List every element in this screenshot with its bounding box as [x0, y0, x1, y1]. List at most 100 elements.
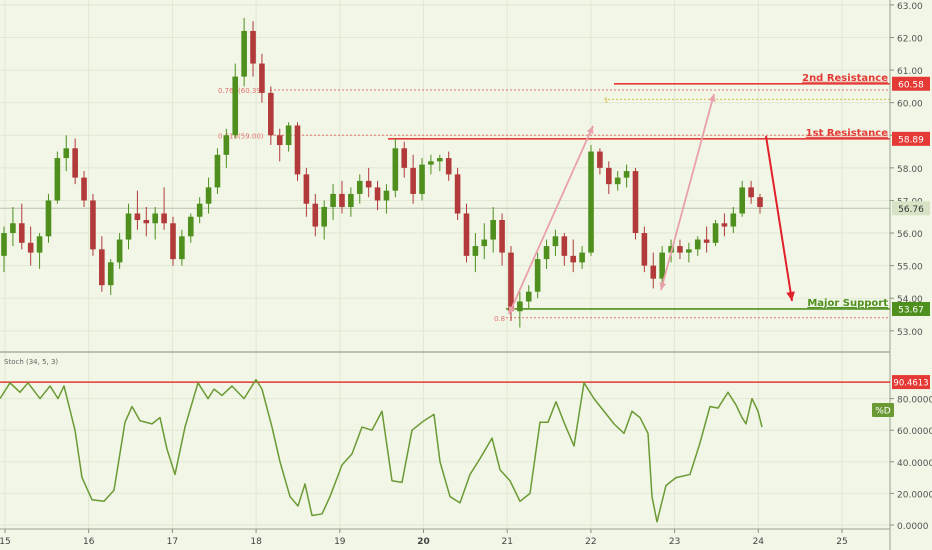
stoch-d-tag: %D	[872, 403, 894, 417]
candle-down	[277, 135, 283, 145]
price-tick-label: 61.00	[897, 67, 923, 77]
candle-up	[615, 178, 621, 185]
price-tick-label: 55.00	[897, 263, 923, 273]
stoch-tick-label: 80.0000	[897, 396, 932, 406]
candle-down	[170, 223, 176, 259]
candle-down	[748, 187, 754, 197]
candle-down	[90, 200, 96, 249]
candle-down	[677, 246, 683, 253]
candle-up	[348, 194, 354, 207]
time-tick-label: 19	[334, 537, 346, 547]
candle-up	[330, 194, 336, 207]
time-tick-label: 25	[836, 537, 847, 547]
candle-up	[428, 161, 434, 164]
candle-down	[161, 213, 167, 223]
candle-up	[224, 135, 230, 155]
candle-up	[695, 240, 701, 250]
stoch-d-tag-text: %D	[875, 407, 891, 417]
candle-up	[535, 259, 541, 292]
candle-down	[28, 243, 34, 253]
stoch-tick-label: 0.0000	[897, 522, 929, 532]
price-badge-text: 56.76	[898, 205, 924, 215]
candle-up	[526, 292, 532, 302]
candle-down	[464, 213, 470, 255]
candle-down	[508, 253, 514, 312]
candle-up	[357, 181, 363, 194]
candle-up	[197, 204, 203, 217]
candle-up	[713, 223, 719, 243]
stoch-indicator-label: Stoch (34, 5, 3)	[4, 358, 58, 366]
candle-up	[588, 152, 594, 253]
candle-up	[152, 213, 158, 223]
stoch-level-badge-text: 90.4613	[893, 379, 928, 389]
price-tick-label: 62.00	[897, 34, 923, 44]
candle-down	[401, 148, 407, 168]
candle-up	[419, 165, 425, 194]
candle-down	[642, 233, 648, 266]
level-label: 1st Resistance	[806, 128, 889, 139]
candle-down	[295, 125, 301, 174]
candle-down	[455, 174, 461, 213]
candle-up	[686, 249, 692, 252]
candle-up	[241, 31, 247, 77]
stoch-tick-label: 60.0000	[897, 427, 932, 437]
candle-down	[722, 223, 728, 226]
candle-up	[624, 171, 630, 178]
candle-up	[739, 187, 745, 213]
price-tick-label: 63.00	[897, 2, 923, 12]
candle-up	[517, 301, 523, 311]
candle-down	[757, 197, 763, 207]
candle-down	[704, 240, 710, 243]
candle-down	[375, 187, 381, 200]
candle-down	[410, 168, 416, 194]
candle-down	[339, 194, 345, 207]
candle-down	[606, 168, 612, 184]
candle-down	[72, 148, 78, 177]
candle-up	[179, 236, 185, 259]
fib-label: 1	[604, 96, 608, 104]
candle-down	[99, 249, 105, 285]
stoch-tick-label: 40.0000	[897, 459, 932, 469]
candle-up	[384, 191, 390, 201]
candle-up	[108, 262, 114, 285]
candle-up	[437, 158, 443, 161]
candle-up	[37, 236, 43, 252]
level-label: Major Support	[807, 298, 888, 309]
candle-up	[126, 213, 132, 239]
candle-up	[46, 200, 52, 236]
candle-down	[268, 93, 274, 135]
time-tick-label: 22	[585, 537, 596, 547]
candle-down	[312, 204, 318, 227]
candle-up	[206, 187, 212, 203]
time-tick-label: 23	[669, 537, 680, 547]
candle-down	[650, 266, 656, 279]
candle-up	[490, 220, 496, 240]
candle-down	[259, 64, 265, 93]
candle-up	[481, 240, 487, 247]
price-tick-label: 56.00	[897, 230, 923, 240]
candle-down	[633, 171, 639, 233]
candle-up	[232, 77, 238, 136]
candle-up	[63, 148, 69, 158]
time-tick-label: 24	[753, 537, 765, 547]
time-tick-label: 20	[417, 537, 430, 547]
price-badge-text: 58.89	[898, 135, 924, 145]
candle-down	[597, 152, 603, 168]
price-tick-label: 60.00	[897, 100, 923, 110]
candle-up	[215, 155, 221, 188]
candle-down	[562, 236, 568, 256]
stoch-tick-label: 20.0000	[897, 490, 932, 500]
time-tick-label: 16	[83, 537, 95, 547]
time-tick-label: 21	[501, 537, 512, 547]
candle-down	[446, 158, 452, 174]
candle-down	[135, 213, 141, 220]
candle-up	[10, 223, 16, 233]
candle-down	[19, 223, 25, 243]
candle-up	[473, 246, 479, 256]
price-tick-label: 53.00	[897, 328, 923, 338]
price-tick-label: 58.00	[897, 165, 923, 175]
candle-up	[659, 253, 665, 279]
candle-up	[117, 240, 123, 263]
